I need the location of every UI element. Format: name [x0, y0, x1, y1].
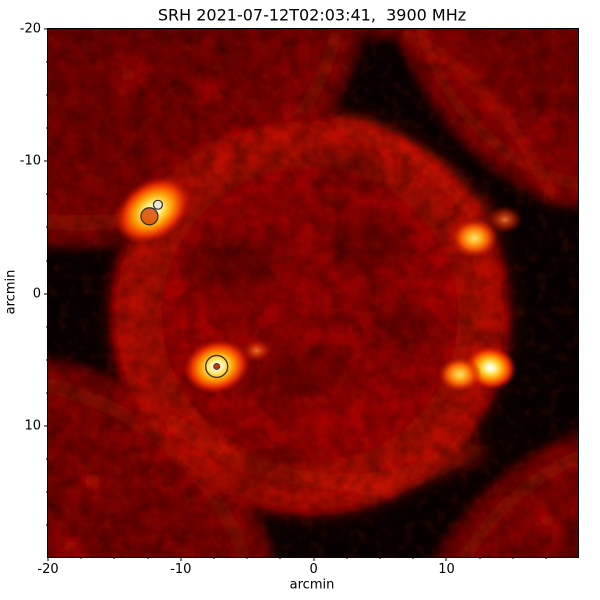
x-major-tick — [313, 557, 315, 561]
figure-title: SRH 2021-07-12T02:03:41, 3900 MHz — [157, 5, 467, 25]
x-axis-label: arcmin — [289, 577, 335, 593]
y-tick-label: 0 — [32, 286, 41, 302]
y-major-tick — [44, 293, 48, 295]
x-major-tick — [180, 557, 182, 561]
y-minor-tick — [45, 193, 48, 195]
active-region-sources — [114, 175, 523, 394]
y-minor-tick — [45, 61, 48, 63]
x-minor-tick — [379, 557, 381, 560]
x-minor-tick — [512, 557, 514, 560]
y-minor-tick — [45, 458, 48, 460]
x-tick-label: 10 — [438, 562, 455, 577]
y-minor-tick — [45, 524, 48, 526]
x-minor-tick — [147, 557, 149, 560]
x-minor-tick — [279, 557, 281, 560]
y-minor-tick — [45, 491, 48, 493]
x-minor-tick — [113, 557, 115, 560]
y-axis-label: arcmin — [3, 269, 19, 315]
x-minor-tick — [80, 557, 82, 560]
x-minor-tick — [346, 557, 348, 560]
x-tick-label: -10 — [170, 562, 192, 577]
contour-ring — [205, 354, 229, 379]
y-major-tick — [44, 28, 48, 30]
x-minor-tick — [479, 557, 481, 560]
y-minor-tick — [45, 392, 48, 394]
x-tick-label: -20 — [37, 562, 59, 577]
contour-core-dot — [213, 362, 221, 370]
x-major-tick — [445, 557, 447, 561]
x-tick-label: 0 — [309, 562, 318, 577]
radio-source — [450, 218, 499, 259]
x-minor-tick — [246, 557, 248, 560]
y-major-tick — [44, 425, 48, 427]
radio-source — [486, 205, 523, 234]
granular-noise-red — [48, 29, 578, 557]
x-minor-tick — [545, 557, 547, 560]
y-minor-tick — [45, 260, 48, 262]
x-major-tick — [47, 557, 49, 561]
radio-source — [240, 338, 273, 363]
y-minor-tick — [45, 127, 48, 129]
y-major-tick — [44, 160, 48, 162]
y-tick-label: -20 — [19, 21, 41, 37]
y-minor-tick — [45, 326, 48, 328]
heliograph-image — [48, 29, 578, 557]
y-minor-tick — [45, 226, 48, 228]
y-minor-tick — [45, 94, 48, 96]
contour-loop-small — [152, 199, 164, 210]
heliograph-plot-area: -20 -10 0 10 -20 -10 0 10 — [20, 23, 579, 576]
contour-loop-large — [140, 207, 159, 226]
x-minor-tick — [213, 557, 215, 560]
y-tick-label: 10 — [24, 418, 41, 434]
x-minor-tick — [412, 557, 414, 560]
y-minor-tick — [45, 359, 48, 361]
radio-source — [437, 356, 482, 393]
y-tick-label: -10 — [19, 153, 41, 169]
